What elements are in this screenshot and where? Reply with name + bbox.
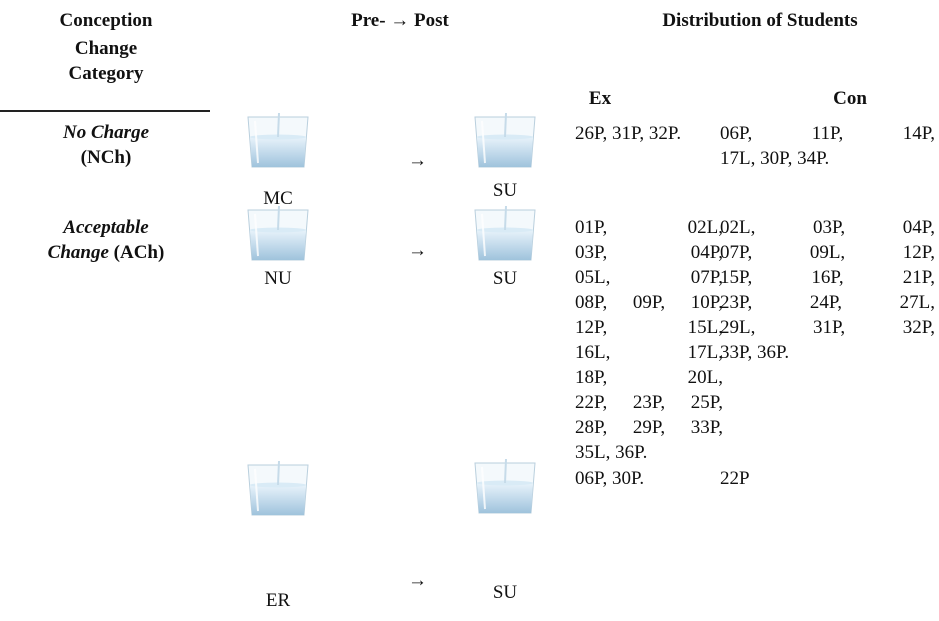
con-cell: 22P bbox=[720, 466, 935, 491]
header-category: Change bbox=[20, 36, 192, 61]
category: No Charge bbox=[20, 120, 192, 145]
header-pre-post: Pre- → Post bbox=[300, 8, 500, 33]
ex-line: 26P, 31P, 32P. bbox=[575, 121, 723, 146]
con-cell: 06P, 11P, 14P,17L, 30P, 34P. bbox=[720, 121, 935, 171]
con-line: 17L, 30P, 34P. bbox=[720, 146, 935, 171]
ex-line: 03P, 04P, bbox=[575, 240, 723, 265]
header-con: Con bbox=[810, 86, 890, 111]
arrow: → bbox=[408, 148, 427, 173]
ex-cell: 01P, 02L,03P, 04P,05L, 07P,08P, 09P, 10P… bbox=[575, 215, 723, 465]
ex-line: 28P, 29P, 33P, bbox=[575, 415, 723, 440]
header-ex: Ex bbox=[560, 86, 640, 111]
post-label: SU bbox=[477, 580, 533, 605]
con-line: 07P, 09L, 12P, bbox=[720, 240, 935, 265]
ex-line: 22P, 23P, 25P, bbox=[575, 390, 723, 415]
pre-label: NU bbox=[250, 266, 306, 291]
glass-icon bbox=[245, 112, 311, 170]
ex-line: 16L, 17L, bbox=[575, 340, 723, 365]
con-cell: 02L, 03P, 04P,07P, 09L, 12P,15P, 16P, 21… bbox=[720, 215, 935, 365]
pre-label: ER bbox=[250, 588, 306, 613]
arrow: → bbox=[408, 238, 427, 263]
arrow: → bbox=[408, 568, 427, 593]
post-label: SU bbox=[477, 178, 533, 203]
category: Change bbox=[48, 242, 109, 263]
header-category: Conception bbox=[20, 8, 192, 33]
con-line: 02L, 03P, 04P, bbox=[720, 215, 935, 240]
category: (NCh) bbox=[20, 145, 192, 170]
header-category: Category bbox=[20, 61, 192, 86]
ex-line: 06P, 30P. bbox=[575, 466, 723, 491]
glass-icon bbox=[245, 458, 311, 520]
con-line: 22P bbox=[720, 466, 935, 491]
glass-icon bbox=[472, 458, 538, 516]
header-distribution: Distribution of Students bbox=[590, 8, 930, 33]
con-line: 15P, 16P, 21P, bbox=[720, 265, 935, 290]
ex-cell: 06P, 30P. bbox=[575, 466, 723, 491]
ex-line: 18P, 20L, bbox=[575, 365, 723, 390]
page: Conception Change Category Pre- → Post D… bbox=[0, 0, 939, 621]
ex-cell: 26P, 31P, 32P. bbox=[575, 121, 723, 146]
con-line: 23P, 24P, 27L, bbox=[720, 290, 935, 315]
ex-line: 05L, 07P, bbox=[575, 265, 723, 290]
con-line: 06P, 11P, 14P, bbox=[720, 121, 935, 146]
glass-icon bbox=[472, 112, 538, 170]
category: Change (ACh) bbox=[20, 240, 192, 265]
category: Acceptable bbox=[20, 215, 192, 240]
ex-line: 01P, 02L, bbox=[575, 215, 723, 240]
post-label: SU bbox=[477, 266, 533, 291]
con-line: 29L, 31P, 32P, bbox=[720, 315, 935, 340]
con-line: 33P, 36P. bbox=[720, 340, 935, 365]
ex-line: 08P, 09P, 10P, bbox=[575, 290, 723, 315]
category: (ACh) bbox=[114, 242, 165, 263]
glass-icon bbox=[472, 205, 538, 263]
glass-icon bbox=[245, 205, 311, 263]
ex-line: 12P, 15L, bbox=[575, 315, 723, 340]
header-rule bbox=[0, 110, 210, 112]
ex-line: 35L, 36P. bbox=[575, 440, 723, 465]
